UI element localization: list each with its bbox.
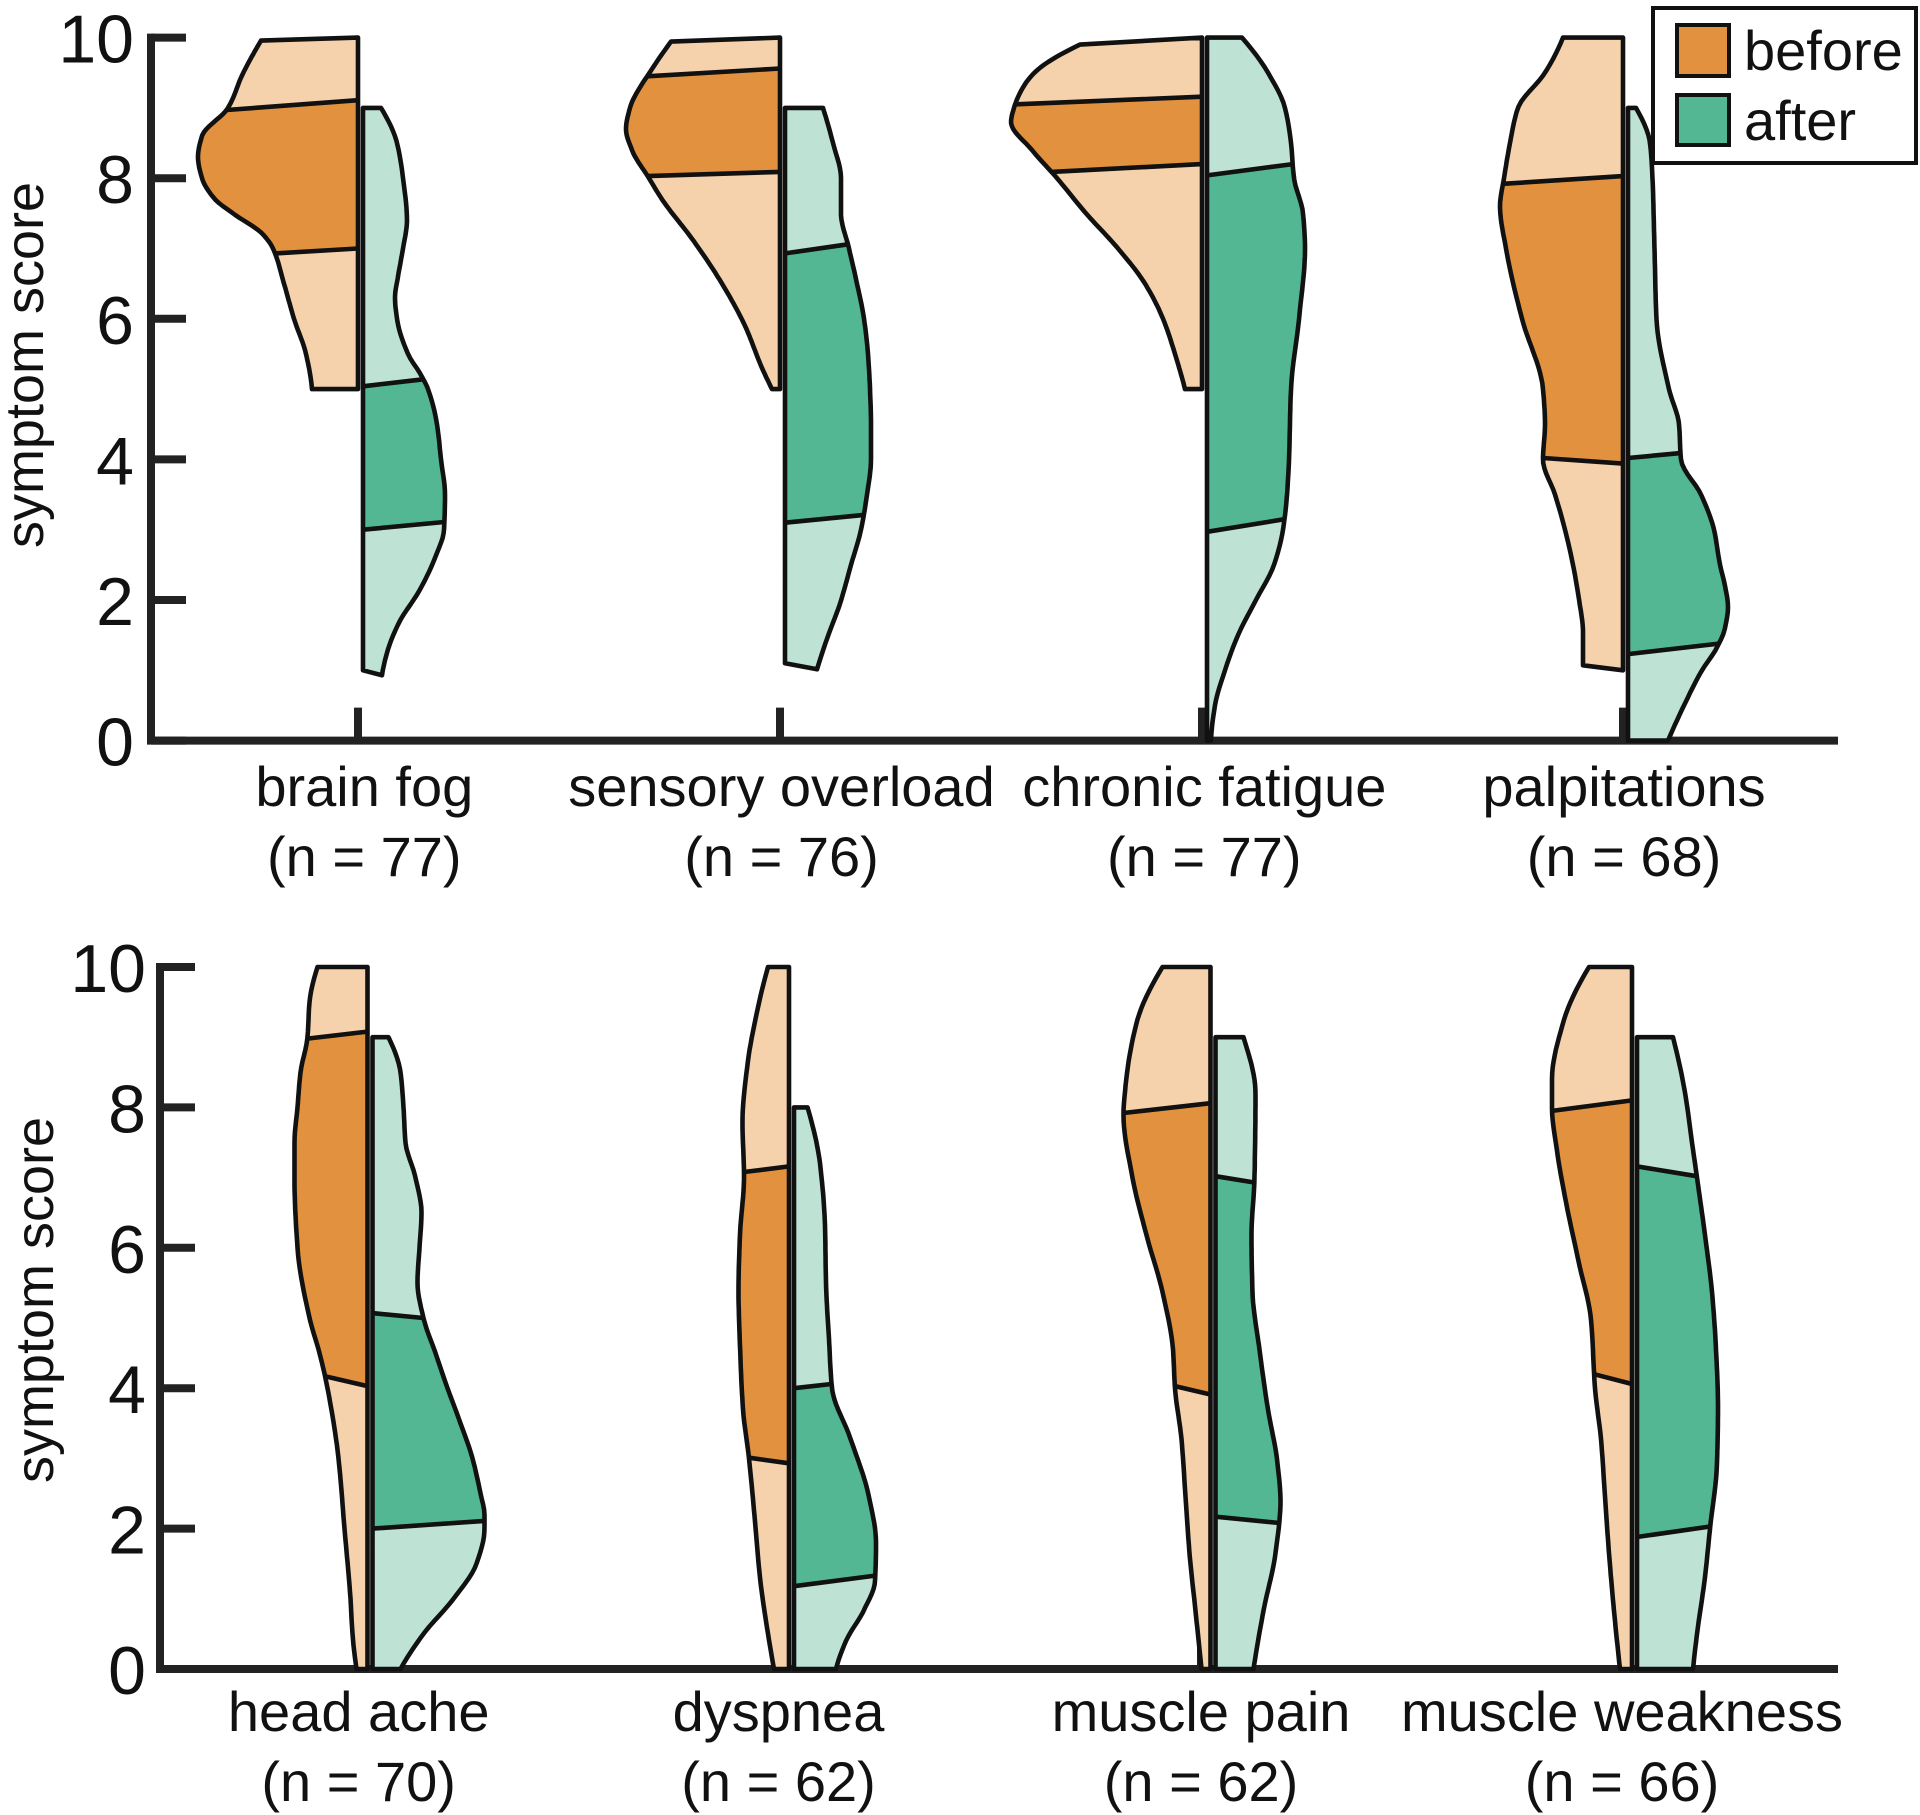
svg-text:(n = 62): (n = 62): [1104, 1750, 1299, 1813]
svg-text:10: 10: [70, 931, 146, 1007]
svg-text:4: 4: [108, 1352, 146, 1428]
svg-text:brain fog: brain fog: [255, 755, 473, 818]
svg-text:2: 2: [108, 1493, 146, 1569]
svg-text:(n = 62): (n = 62): [681, 1750, 876, 1813]
svg-text:(n = 76): (n = 76): [684, 825, 879, 888]
svg-text:(n = 68): (n = 68): [1527, 825, 1722, 888]
svg-text:8: 8: [96, 142, 134, 218]
svg-text:2: 2: [96, 564, 134, 640]
svg-text:(n = 77): (n = 77): [267, 825, 462, 888]
svg-text:sensory overload: sensory overload: [568, 755, 994, 818]
svg-text:6: 6: [96, 283, 134, 359]
svg-text:muscle weakness: muscle weakness: [1401, 1680, 1843, 1743]
svg-text:(n = 66): (n = 66): [1525, 1750, 1720, 1813]
svg-text:0: 0: [108, 1633, 146, 1709]
svg-text:before: before: [1744, 19, 1903, 82]
svg-text:4: 4: [96, 423, 134, 499]
svg-text:muscle pain: muscle pain: [1052, 1680, 1351, 1743]
svg-text:after: after: [1744, 89, 1856, 152]
svg-text:palpitations: palpitations: [1482, 755, 1765, 818]
svg-text:dyspnea: dyspnea: [673, 1680, 886, 1743]
svg-text:0: 0: [96, 705, 134, 781]
svg-text:10: 10: [58, 2, 134, 78]
svg-text:head ache: head ache: [228, 1680, 490, 1743]
svg-text:symptom score: symptom score: [0, 182, 55, 548]
svg-text:(n = 77): (n = 77): [1107, 825, 1302, 888]
svg-text:6: 6: [108, 1212, 146, 1288]
svg-text:chronic fatigue: chronic fatigue: [1022, 755, 1386, 818]
svg-text:(n = 70): (n = 70): [261, 1750, 456, 1813]
svg-text:symptom score: symptom score: [5, 1117, 65, 1483]
svg-text:8: 8: [108, 1071, 146, 1147]
